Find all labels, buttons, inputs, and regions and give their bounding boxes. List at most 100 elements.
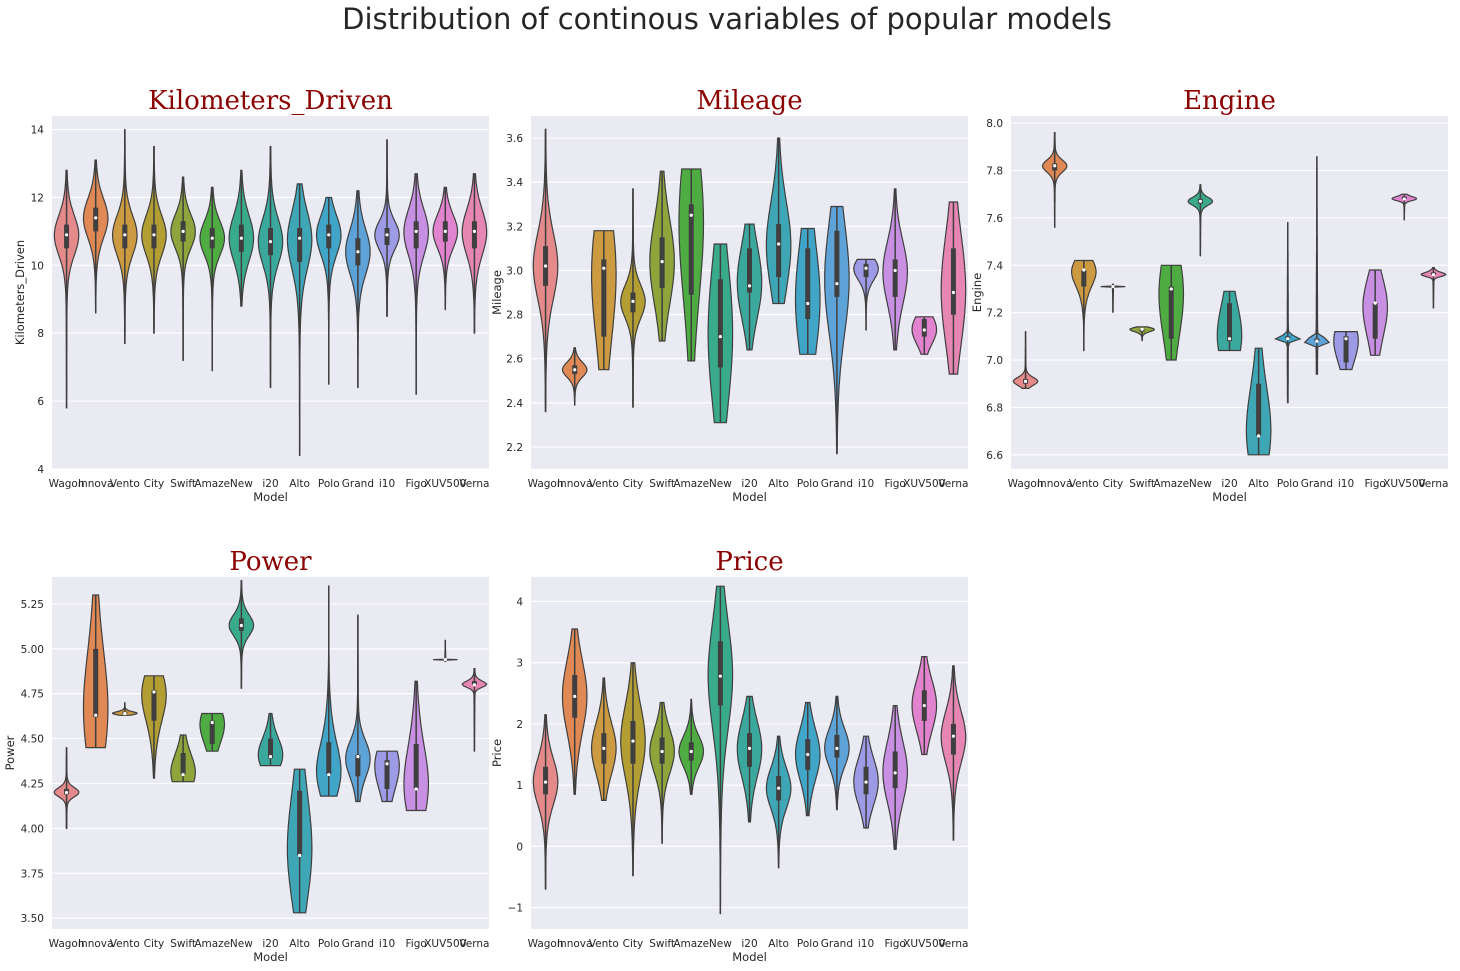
violin-median: [1198, 199, 1202, 203]
y-axis-label: Power: [3, 735, 17, 770]
x-axis-label: Model: [732, 950, 767, 964]
y-tick-label: 7.4: [986, 260, 1003, 272]
y-tick-label: 3.75: [21, 868, 44, 880]
x-tick-label: Figo: [885, 938, 906, 950]
violin-median: [835, 746, 839, 751]
x-tick-label: Vento: [589, 478, 619, 490]
violin-median: [718, 674, 722, 678]
x-tick-label: Polo: [318, 478, 340, 490]
y-tick-label: 7.0: [986, 355, 1003, 367]
x-tick-label: i10: [1338, 478, 1354, 490]
violin-median: [922, 703, 926, 708]
x-tick-label: Swift: [1129, 478, 1155, 490]
x-tick-label: Amaze: [673, 938, 709, 950]
violin-median: [747, 284, 752, 288]
violin-median: [268, 239, 273, 244]
violin-median: [1227, 337, 1232, 341]
violin-median: [298, 853, 302, 857]
violin-median: [660, 749, 664, 754]
violin-median: [777, 786, 781, 790]
violin-median: [94, 216, 98, 220]
y-tick-label: 8.0: [986, 118, 1003, 130]
violin-median: [864, 266, 868, 270]
y-tick-label: 14: [31, 125, 45, 137]
x-tick-label: Amaze: [194, 938, 230, 950]
violin-median: [239, 236, 243, 240]
x-tick-label: Swift: [170, 478, 196, 490]
x-tick-label: Wagon: [1008, 478, 1044, 490]
y-tick-label: 2: [516, 719, 523, 731]
y-tick-label: 2.2: [506, 442, 523, 454]
x-tick-label: Swift: [170, 938, 196, 950]
x-tick-label: i10: [858, 478, 874, 490]
x-tick-label: New: [709, 478, 732, 490]
x-tick-label: Polo: [318, 938, 340, 950]
violin-median: [718, 335, 722, 339]
y-axis-label: Kilometers_Driven: [13, 240, 27, 345]
y-tick-label: 2.8: [506, 310, 523, 322]
y-tick-label: 5.25: [21, 599, 44, 611]
x-tick-label: XUV500: [903, 478, 945, 490]
x-tick-label: XUV500: [1383, 478, 1425, 490]
y-tick-label: 1: [516, 780, 523, 792]
y-tick-label: 8: [37, 328, 44, 340]
violin-median: [327, 772, 331, 777]
violin-median: [777, 242, 781, 246]
violin-median: [1373, 301, 1377, 305]
violin-median: [660, 260, 664, 264]
y-tick-label: 7.8: [986, 165, 1003, 177]
x-tick-label: Vento: [110, 478, 140, 490]
panel-title: Mileage: [696, 86, 802, 116]
violin-median: [210, 236, 214, 240]
y-tick-label: 3.2: [506, 221, 523, 233]
violin-median: [327, 233, 331, 237]
x-tick-label: Vento: [589, 938, 619, 950]
y-axis-label: Price: [490, 739, 504, 767]
violin-median: [181, 772, 185, 777]
y-tick-label: 4.00: [21, 823, 44, 835]
x-tick-label: i20: [262, 478, 278, 490]
violin-median: [806, 752, 810, 757]
x-tick-label: Innova: [1037, 478, 1072, 490]
x-tick-label: i10: [379, 478, 395, 490]
x-tick-label: Polo: [797, 938, 819, 950]
x-tick-label: Wagon: [49, 938, 85, 950]
x-tick-label: Alto: [289, 478, 310, 490]
x-tick-label: Wagon: [528, 938, 564, 950]
violin-median: [1111, 284, 1115, 289]
violin-median: [181, 229, 185, 234]
x-tick-label: Alto: [1248, 478, 1269, 490]
x-tick-label: Amaze: [1153, 478, 1189, 490]
violin-median: [414, 787, 418, 791]
y-tick-label: 2.6: [506, 354, 523, 366]
x-tick-label: Innova: [78, 478, 113, 490]
x-tick-label: Grand: [821, 478, 853, 490]
violin-median: [1344, 337, 1348, 341]
y-tick-label: 3.0: [506, 265, 523, 277]
x-tick-label: City: [623, 938, 644, 950]
x-tick-label: Swift: [649, 478, 675, 490]
x-tick-label: Grand: [821, 938, 853, 950]
violin-median: [602, 266, 606, 270]
violin-median: [239, 623, 243, 628]
x-tick-label: Grand: [342, 938, 374, 950]
x-tick-label: Alto: [289, 938, 310, 950]
x-tick-label: Amaze: [194, 478, 230, 490]
violin-median: [268, 754, 273, 759]
y-tick-label: 5.00: [21, 644, 44, 656]
x-tick-label: i20: [741, 938, 757, 950]
x-tick-label: New: [230, 938, 253, 950]
violin-median: [1082, 268, 1086, 272]
violin-median: [385, 233, 389, 237]
y-tick-label: 2.4: [506, 398, 523, 410]
panel-title: Engine: [1183, 86, 1276, 116]
violin-median: [64, 233, 69, 237]
y-tick-label: 3: [516, 658, 523, 670]
x-tick-label: New: [230, 478, 253, 490]
violin-median: [1053, 164, 1057, 168]
x-tick-label: Figo: [406, 938, 427, 950]
violin-median: [689, 749, 693, 754]
violin-median: [1402, 197, 1406, 201]
